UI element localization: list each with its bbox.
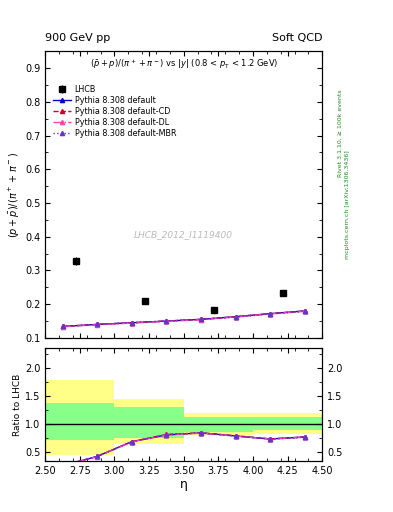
Pythia 8.308 default-MBR — [268, 311, 273, 317]
Pythia 8.308 default-MBR — [129, 319, 134, 326]
Pythia 8.308 default-DL — [233, 314, 238, 320]
Pythia 8.308 default-CD — [95, 322, 99, 328]
Pythia 8.308 default-CD — [60, 324, 65, 330]
Pythia 8.308 default-CD — [233, 313, 238, 319]
Pythia 8.308 default-DL — [60, 324, 65, 330]
Pythia 8.308 default — [199, 316, 204, 323]
Line: Pythia 8.308 default-DL: Pythia 8.308 default-DL — [61, 309, 307, 329]
Legend: LHCB, Pythia 8.308 default, Pythia 8.308 default-CD, Pythia 8.308 default-DL, Py: LHCB, Pythia 8.308 default, Pythia 8.308… — [52, 84, 177, 139]
Text: LHCB_2012_I1119400: LHCB_2012_I1119400 — [134, 230, 233, 239]
Pythia 8.308 default-MBR — [303, 308, 307, 314]
Pythia 8.308 default — [233, 313, 238, 319]
Pythia 8.308 default — [303, 308, 307, 314]
Pythia 8.308 default — [268, 311, 273, 317]
Line: Pythia 8.308 default-CD: Pythia 8.308 default-CD — [61, 309, 307, 329]
Pythia 8.308 default-MBR — [95, 322, 99, 328]
Pythia 8.308 default-MBR — [60, 324, 65, 330]
Pythia 8.308 default-CD — [164, 318, 169, 324]
Text: mcplots.cern.ch [arXiv:1306.3436]: mcplots.cern.ch [arXiv:1306.3436] — [345, 151, 350, 259]
Pythia 8.308 default-DL — [95, 322, 99, 328]
Pythia 8.308 default-DL — [129, 320, 134, 326]
Line: Pythia 8.308 default: Pythia 8.308 default — [61, 309, 307, 329]
Pythia 8.308 default-DL — [164, 318, 169, 325]
Pythia 8.308 default-MBR — [199, 316, 204, 323]
Y-axis label: $(p+\bar{p})/(\pi^+ + \pi^-)$: $(p+\bar{p})/(\pi^+ + \pi^-)$ — [7, 152, 22, 238]
Text: Rivet 3.1.10, ≥ 100k events: Rivet 3.1.10, ≥ 100k events — [338, 89, 342, 177]
Pythia 8.308 default-CD — [268, 311, 273, 317]
Pythia 8.308 default — [95, 322, 99, 328]
Pythia 8.308 default-DL — [303, 308, 307, 314]
X-axis label: η: η — [180, 478, 188, 492]
Pythia 8.308 default-CD — [129, 319, 134, 326]
Pythia 8.308 default — [60, 324, 65, 330]
Text: 900 GeV pp: 900 GeV pp — [45, 33, 110, 42]
Pythia 8.308 default-MBR — [164, 318, 169, 324]
Pythia 8.308 default-DL — [199, 316, 204, 323]
Pythia 8.308 default-MBR — [233, 314, 238, 320]
Line: Pythia 8.308 default-MBR: Pythia 8.308 default-MBR — [61, 309, 307, 329]
Pythia 8.308 default-DL — [268, 311, 273, 317]
Pythia 8.308 default — [164, 318, 169, 324]
Text: $(\bar{p}+p)/(\pi^++\pi^-)$ vs $|y|$ (0.8 < $p_\mathsf{T}$ < 1.2 GeV): $(\bar{p}+p)/(\pi^++\pi^-)$ vs $|y|$ (0.… — [90, 57, 278, 71]
Pythia 8.308 default — [129, 319, 134, 326]
Pythia 8.308 default-CD — [199, 316, 204, 323]
Text: Soft QCD: Soft QCD — [272, 33, 322, 42]
Y-axis label: Ratio to LHCB: Ratio to LHCB — [13, 373, 22, 436]
Pythia 8.308 default-CD — [303, 308, 307, 314]
